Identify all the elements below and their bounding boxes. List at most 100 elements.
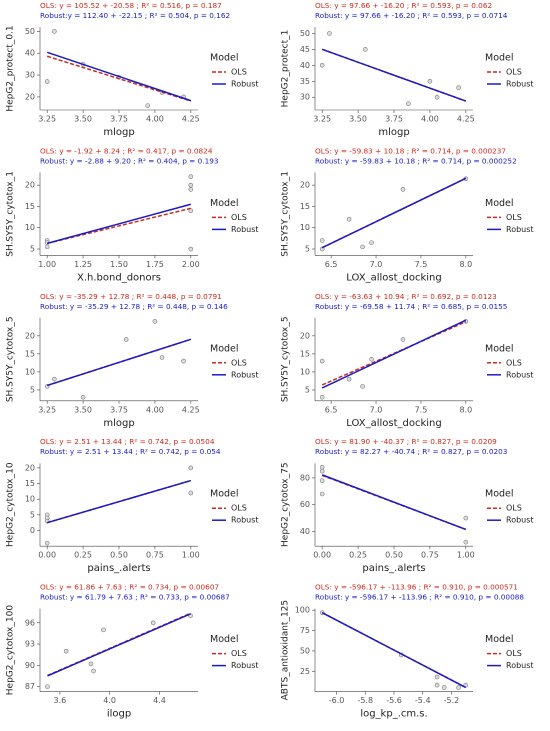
panel: OLS: y = 97.66 + -16.20 ; R² = 0.593, p … (281, 1, 534, 138)
annotation: OLS: y = 61.86 + 7.63 ; R² = 0.734, p = … (40, 583, 219, 592)
y-tick-label: 0 (30, 526, 35, 535)
legend-title: Model (485, 634, 514, 645)
x-tick-label: 0.00 (38, 551, 56, 560)
annotation: OLS: y = -35.29 + 12.78 ; R² = 0.448, p … (40, 292, 222, 301)
legend-label: OLS (231, 68, 247, 77)
point (80, 394, 86, 400)
x-tick-label: 3.75 (110, 405, 128, 414)
x-tick-label: 1.00 (38, 260, 56, 269)
point (369, 240, 374, 245)
legend-label: OLS (231, 649, 247, 658)
annotation: Robust: y = 82.27 + -40.74 ; R² = 0.827,… (315, 447, 508, 456)
point (91, 668, 96, 674)
x-tick-label: -6.0 (329, 696, 345, 705)
legend-label: OLS (506, 213, 522, 222)
x-axis-label: X.h.bond_donors (77, 272, 161, 283)
point (88, 661, 94, 667)
x-tick-label: 0.75 (146, 551, 164, 560)
legend-title: Model (485, 53, 514, 64)
y-axis-label: SH.SY5Y_cytotox_1 (281, 171, 291, 257)
x-tick-label: 0.75 (421, 551, 439, 560)
x-tick-label: 3.25 (38, 115, 56, 124)
annotation: OLS: y = 97.66 + -16.20 ; R² = 0.593, p … (315, 1, 492, 10)
legend-label: OLS (231, 358, 247, 367)
x-axis-label: LOX_allost_docking (346, 418, 441, 429)
panel: OLS: y = -59.83 + 10.18 ; R² = 0.714, p … (281, 146, 534, 283)
point (44, 79, 50, 84)
y-axis-label: HepG2_cytotox_10 (6, 462, 16, 547)
panel: OLS: y = -63.63 + 10.94 ; R² = 0.692, p … (281, 292, 534, 429)
annotation: Robust: y = 97.66 + -16.20 ; R² = 0.593,… (315, 11, 508, 20)
y-tick-label: 30 (300, 93, 310, 102)
y-tick-label: 20 (300, 181, 310, 190)
y-tick-label: 30 (25, 71, 35, 80)
point (150, 620, 156, 626)
regression-line (46, 51, 192, 102)
y-axis-label: HepG2_cytotox_100 (6, 605, 16, 696)
regression-line (321, 48, 467, 102)
annotation: Robust: y = 61.79 + 7.63 ; R² = 0.733, p… (40, 593, 230, 602)
point (441, 685, 447, 690)
y-tick-label: 15 (300, 202, 310, 211)
x-tick-label: 7.0 (370, 260, 383, 269)
legend-title: Model (210, 634, 239, 645)
x-tick-label: 2.00 (182, 260, 200, 269)
regression-line (46, 479, 192, 524)
y-tick-label: 5 (30, 385, 35, 394)
x-tick-label: 4.4 (153, 696, 166, 705)
point (159, 355, 165, 360)
y-tick-label: 10 (300, 367, 310, 376)
point (181, 358, 186, 364)
panel: OLS: y = -1.92 + 8.24 ; R² = 0.417, p = … (6, 146, 259, 283)
y-tick-label: 20 (300, 331, 310, 340)
point (400, 337, 406, 342)
y-tick-label: 50 (300, 646, 310, 655)
x-tick-label: 4.0 (103, 696, 116, 705)
x-tick-label: 4.00 (421, 115, 439, 124)
point (145, 103, 151, 108)
point (123, 337, 129, 342)
point (456, 85, 461, 90)
x-tick-label: 0.50 (385, 551, 403, 560)
annotation: OLS: y = 105.52 + -20.58 ; R² = 0.516, p… (40, 1, 222, 10)
legend-title: Model (485, 343, 514, 354)
x-tick-label: 1.75 (146, 260, 164, 269)
point (319, 394, 325, 400)
point (456, 685, 461, 690)
legend-label: Robust (506, 225, 534, 234)
annotation: OLS: y = -59.83 + 10.18 ; R² = 0.714, p … (315, 146, 506, 155)
y-tick-label: 15 (25, 479, 35, 488)
y-tick-label: 40 (25, 49, 35, 58)
y-tick-label: 40 (300, 527, 310, 536)
annotation: OLS: y = 81.90 + -40.37 ; R² = 0.827, p … (315, 437, 497, 446)
regression-line (46, 55, 192, 102)
annotation: Robust: y = -35.29 + 12.78 ; R² = 0.448,… (40, 302, 228, 311)
x-tick-label: 8.0 (459, 260, 472, 269)
panel: OLS: y = 61.86 + 7.63 ; R² = 0.734, p = … (6, 583, 259, 720)
annotation: Robust: y = -59.83 + 10.18 ; R² = 0.714,… (315, 156, 517, 165)
x-tick-label: 4.25 (182, 115, 200, 124)
point (44, 540, 50, 546)
x-axis-label: ilogp (107, 709, 131, 720)
point (360, 244, 365, 250)
annotation: OLS: y = 2.51 + 13.44 ; R² = 0.742, p = … (40, 437, 215, 446)
x-tick-label: 6.5 (325, 405, 338, 414)
point (45, 684, 50, 689)
y-tick-label: 80 (300, 473, 310, 482)
point (188, 174, 194, 179)
point (360, 384, 365, 389)
panel: OLS: y = 105.52 + -20.58 ; R² = 0.516, p… (6, 1, 259, 138)
legend-label: OLS (506, 504, 522, 513)
x-tick-label: -5.4 (415, 696, 431, 705)
point (427, 78, 433, 84)
y-tick-label: 35 (300, 77, 310, 86)
x-tick-label: 0.00 (313, 551, 331, 560)
y-tick-label: 5 (30, 245, 35, 254)
y-tick-label: 15 (25, 202, 35, 211)
legend-label: OLS (506, 358, 522, 367)
regression-line (46, 203, 192, 245)
y-axis-label: SH.SY5Y_cytotox_5 (281, 316, 291, 402)
legend-label: Robust (231, 661, 259, 670)
point (52, 376, 57, 382)
y-axis-label: SH.SY5Y_cytotox_1 (6, 171, 16, 257)
